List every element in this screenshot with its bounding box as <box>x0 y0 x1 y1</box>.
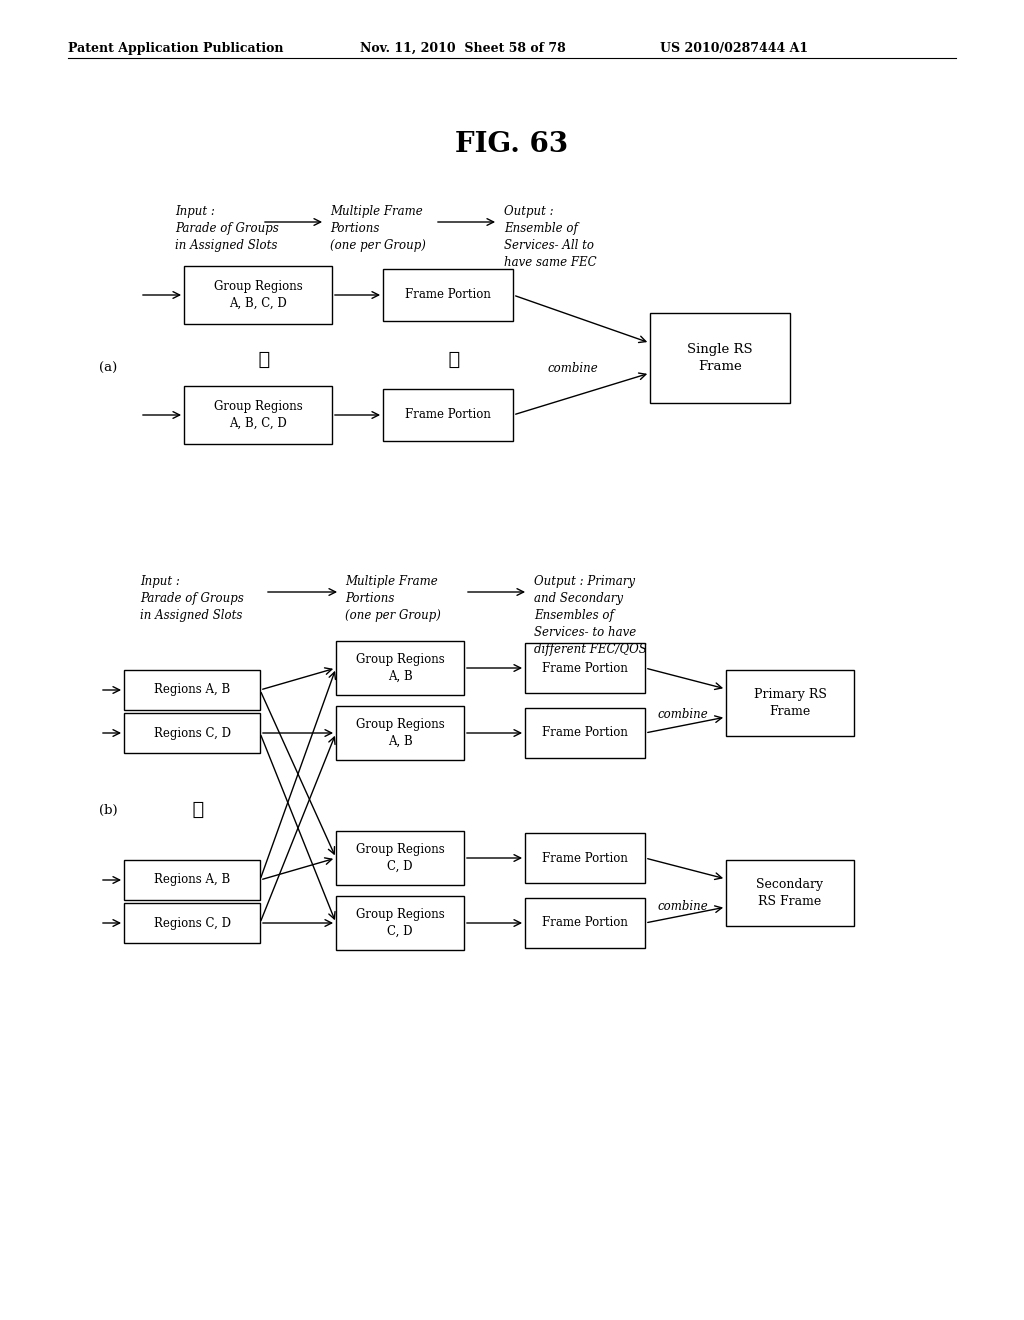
Text: Single RS
Frame: Single RS Frame <box>687 343 753 374</box>
Text: Multiple Frame: Multiple Frame <box>345 576 437 587</box>
Text: Regions A, B: Regions A, B <box>154 684 230 697</box>
FancyBboxPatch shape <box>336 642 464 696</box>
FancyBboxPatch shape <box>383 269 513 321</box>
FancyBboxPatch shape <box>336 706 464 760</box>
FancyBboxPatch shape <box>525 643 645 693</box>
Text: ⋮: ⋮ <box>180 801 204 818</box>
Text: and Secondary: and Secondary <box>534 591 623 605</box>
Text: Services- All to: Services- All to <box>504 239 594 252</box>
Text: Output :: Output : <box>504 205 554 218</box>
Text: Parade of Groups: Parade of Groups <box>175 222 279 235</box>
FancyBboxPatch shape <box>184 385 332 444</box>
FancyBboxPatch shape <box>726 671 854 737</box>
Text: Patent Application Publication: Patent Application Publication <box>68 42 284 55</box>
FancyBboxPatch shape <box>525 833 645 883</box>
FancyBboxPatch shape <box>525 708 645 758</box>
FancyBboxPatch shape <box>124 903 260 942</box>
FancyBboxPatch shape <box>124 861 260 900</box>
Text: Multiple Frame: Multiple Frame <box>330 205 423 218</box>
Text: Ensemble of: Ensemble of <box>504 222 578 235</box>
Text: ⋮: ⋮ <box>436 351 460 370</box>
Text: Output : Primary: Output : Primary <box>534 576 635 587</box>
Text: Group Regions
A, B: Group Regions A, B <box>355 718 444 748</box>
Text: Frame Portion: Frame Portion <box>542 851 628 865</box>
Text: Primary RS
Frame: Primary RS Frame <box>754 688 826 718</box>
Text: US 2010/0287444 A1: US 2010/0287444 A1 <box>660 42 808 55</box>
Text: Regions C, D: Regions C, D <box>154 726 230 739</box>
Text: (one per Group): (one per Group) <box>330 239 426 252</box>
Text: Services- to have: Services- to have <box>534 626 636 639</box>
Text: Portions: Portions <box>345 591 394 605</box>
FancyBboxPatch shape <box>383 389 513 441</box>
FancyBboxPatch shape <box>650 313 790 403</box>
FancyBboxPatch shape <box>336 896 464 950</box>
Text: Regions C, D: Regions C, D <box>154 916 230 929</box>
Text: Frame Portion: Frame Portion <box>542 726 628 739</box>
Text: in Assigned Slots: in Assigned Slots <box>175 239 278 252</box>
Text: Frame Portion: Frame Portion <box>542 661 628 675</box>
FancyBboxPatch shape <box>336 832 464 884</box>
Text: ⋮: ⋮ <box>246 351 270 370</box>
Text: Frame Portion: Frame Portion <box>406 408 490 421</box>
FancyBboxPatch shape <box>726 861 854 927</box>
Text: combine: combine <box>548 362 599 375</box>
FancyBboxPatch shape <box>124 713 260 752</box>
Text: Portions: Portions <box>330 222 379 235</box>
FancyBboxPatch shape <box>525 898 645 948</box>
Text: Secondary
RS Frame: Secondary RS Frame <box>757 878 823 908</box>
Text: Frame Portion: Frame Portion <box>542 916 628 929</box>
Text: have same FEC: have same FEC <box>504 256 597 269</box>
Text: (b): (b) <box>98 804 118 817</box>
Text: FIG. 63: FIG. 63 <box>456 132 568 158</box>
Text: combine: combine <box>658 709 709 722</box>
Text: Group Regions
A, B: Group Regions A, B <box>355 653 444 682</box>
Text: Parade of Groups: Parade of Groups <box>140 591 244 605</box>
Text: combine: combine <box>658 899 709 912</box>
Text: Group Regions
A, B, C, D: Group Regions A, B, C, D <box>214 280 302 310</box>
Text: Regions A, B: Regions A, B <box>154 874 230 887</box>
Text: Nov. 11, 2010  Sheet 58 of 78: Nov. 11, 2010 Sheet 58 of 78 <box>360 42 565 55</box>
Text: (a): (a) <box>99 362 117 375</box>
Text: (one per Group): (one per Group) <box>345 609 441 622</box>
Text: Frame Portion: Frame Portion <box>406 289 490 301</box>
FancyBboxPatch shape <box>184 267 332 323</box>
Text: different FEC/QOS: different FEC/QOS <box>534 643 647 656</box>
Text: Input :: Input : <box>175 205 215 218</box>
Text: Group Regions
C, D: Group Regions C, D <box>355 843 444 873</box>
Text: Input :: Input : <box>140 576 180 587</box>
Text: in Assigned Slots: in Assigned Slots <box>140 609 243 622</box>
Text: Group Regions
C, D: Group Regions C, D <box>355 908 444 939</box>
FancyBboxPatch shape <box>124 671 260 710</box>
Text: Ensembles of: Ensembles of <box>534 609 613 622</box>
Text: Group Regions
A, B, C, D: Group Regions A, B, C, D <box>214 400 302 430</box>
